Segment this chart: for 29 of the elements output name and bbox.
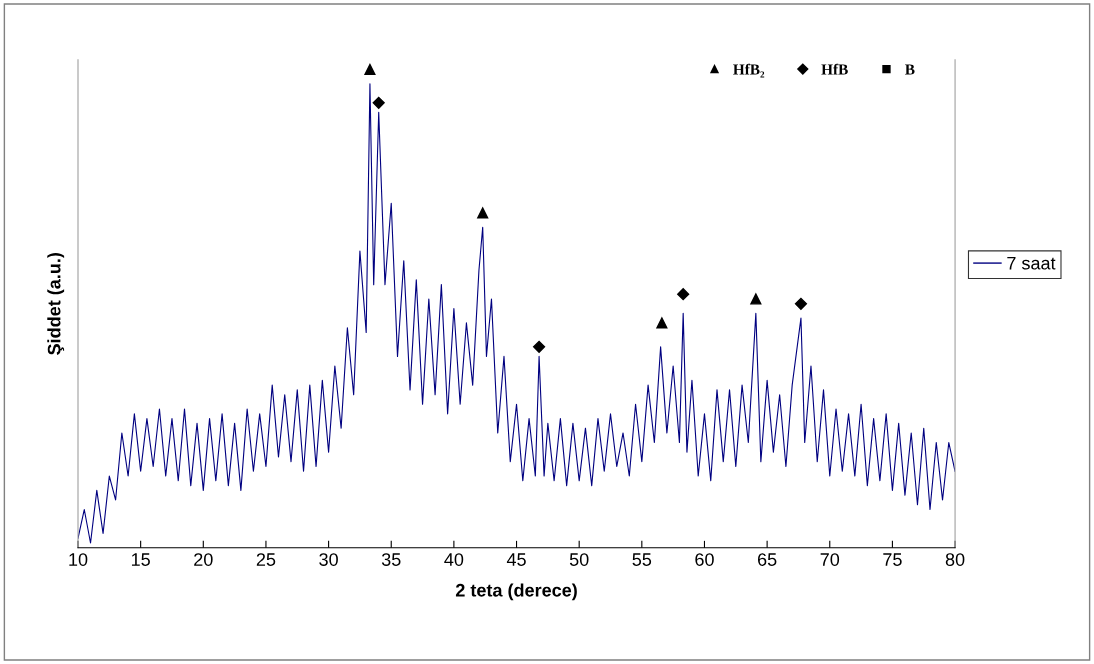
x-tick-label: 35 xyxy=(381,553,401,566)
x-tick-label: 75 xyxy=(883,553,902,566)
point xyxy=(750,293,762,305)
legend-label: HfB xyxy=(821,63,848,75)
point xyxy=(364,63,376,75)
x-tick-label: 80 xyxy=(945,553,965,566)
x-tick-label: 50 xyxy=(569,553,589,566)
legend-label: B xyxy=(905,64,915,75)
x-tick-label: 10 xyxy=(69,553,88,566)
point xyxy=(794,297,808,310)
point xyxy=(372,96,385,109)
x-tick-label: 15 xyxy=(131,553,150,566)
x-tick-label: 60 xyxy=(695,553,714,566)
point xyxy=(656,317,668,329)
x-tick-label: 20 xyxy=(194,553,213,566)
point xyxy=(477,207,489,219)
x-tick-label: 65 xyxy=(758,553,777,566)
x-tick-label: 30 xyxy=(319,553,338,566)
x-tick-label: 70 xyxy=(820,553,840,566)
point xyxy=(677,288,690,301)
x-tick-label: 45 xyxy=(506,553,526,566)
x-tick-label: 25 xyxy=(256,553,276,566)
legend-label: HfB₂ xyxy=(733,63,765,78)
point xyxy=(532,340,546,353)
y-axis-title: Şiddet (a.u.) xyxy=(47,253,65,355)
x-tick-label: 40 xyxy=(444,553,464,566)
legend-label: 7 saat xyxy=(1007,256,1056,270)
x-axis-title: 2 teta (derece) xyxy=(455,583,577,601)
x-tick-label: 55 xyxy=(632,553,652,566)
